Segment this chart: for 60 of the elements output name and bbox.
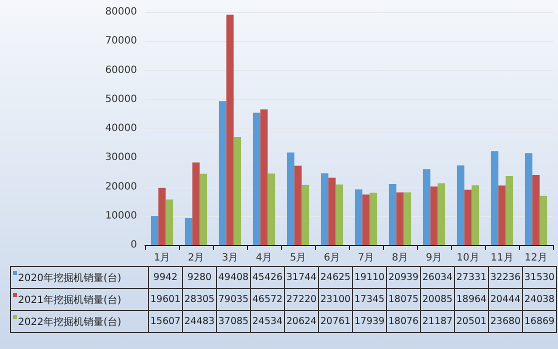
data-label: 19110 [352, 266, 386, 288]
data-label: 19601 [148, 288, 182, 310]
x-tick-label: 2月 [188, 252, 204, 264]
y-tick-label: 30000 [105, 152, 137, 164]
data-label: 31744 [284, 266, 318, 288]
data-label: 17939 [352, 310, 386, 332]
y-tick-label: 50000 [105, 94, 137, 105]
x-tick-label: 1月 [154, 252, 170, 264]
data-label: 24625 [318, 266, 352, 288]
data-label: 21187 [420, 310, 454, 332]
data-label: 20939 [386, 266, 420, 288]
data-label: 37085 [216, 310, 250, 332]
x-tick-label: 11月 [490, 252, 514, 264]
x-tick-label: 6月 [324, 252, 340, 264]
data-label: 17345 [352, 288, 386, 310]
data-label: 15607 [148, 310, 182, 332]
x-tick-label: 7月 [358, 252, 374, 264]
y-tick-label: 60000 [105, 64, 137, 76]
data-label: 9280 [182, 266, 216, 288]
data-label: 28305 [182, 288, 216, 310]
y-tick-label: 20000 [105, 181, 137, 192]
data-label: 18964 [454, 288, 488, 310]
x-tick-label: 4月 [256, 252, 272, 264]
data-label: 20085 [420, 288, 454, 310]
data-label: 27220 [284, 288, 318, 310]
data-label: 24038 [522, 288, 556, 310]
data-label: 46572 [250, 288, 284, 310]
data-label: 79035 [216, 288, 250, 310]
y-tick-label: 70000 [105, 36, 137, 47]
data-label: 31530 [522, 266, 556, 288]
data-label: 24483 [182, 310, 216, 332]
x-tick-label: 3月 [222, 252, 238, 264]
data-label: 26034 [420, 266, 454, 288]
data-label: 20624 [284, 310, 318, 332]
data-label: 20501 [454, 310, 488, 332]
y-tick-label: 10000 [105, 210, 137, 222]
data-label: 18075 [386, 288, 420, 310]
legend-label: 2021年挖掘机销量(台) [10, 288, 148, 310]
x-tick-label: 5月 [290, 252, 306, 264]
data-label: 9942 [148, 266, 182, 288]
x-tick-label: 9月 [426, 252, 442, 264]
data-label: 20444 [488, 288, 522, 310]
legend-label: 2022年挖掘机销量(台) [10, 310, 148, 332]
x-tick-label: 8月 [392, 252, 408, 264]
data-label: 23100 [318, 288, 352, 310]
x-tick-label: 12月 [524, 252, 548, 264]
data-label: 23680 [488, 310, 522, 332]
data-label: 49408 [216, 266, 250, 288]
y-tick-label: 0 [130, 240, 137, 250]
y-tick-label: 40000 [105, 123, 137, 134]
y-tick-label: 80000 [105, 6, 137, 18]
data-label: 20761 [318, 310, 352, 332]
data-label: 18076 [386, 310, 420, 332]
x-tick-label: 10月 [456, 252, 480, 264]
data-label: 32236 [488, 266, 522, 288]
data-label: 27331 [454, 266, 488, 288]
data-label: 16869 [522, 310, 556, 332]
legend-label: 2020年挖掘机销量(台) [10, 266, 148, 288]
data-label: 24534 [250, 310, 284, 332]
data-label: 45426 [250, 266, 284, 288]
